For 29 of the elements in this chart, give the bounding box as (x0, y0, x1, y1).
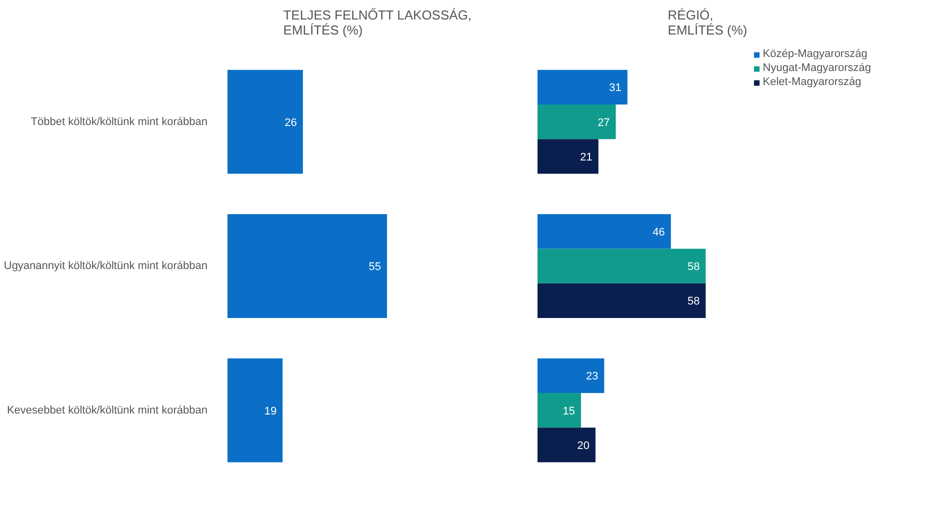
data-label: 31 (609, 82, 622, 94)
y-tick-label: Többet költök/költünk mint korábban (30, 116, 208, 128)
data-label: 26 (284, 116, 297, 129)
bar (538, 428, 596, 462)
legend-label: Közép-Magyarország (762, 48, 868, 60)
data-label: 55 (368, 261, 382, 274)
y-tick-label: Kevesebbet költök/költünk mint korábban (6, 404, 208, 416)
bar (538, 358, 604, 394)
legend-label: Nyugat-Magyarország (762, 62, 871, 74)
bar (538, 248, 706, 284)
bar (538, 283, 706, 318)
data-label: 23 (586, 370, 598, 383)
chart-title: RÉGIÓ, EMLÍTÉS (%) (668, 8, 748, 38)
data-label: 19 (264, 405, 277, 418)
bar (538, 139, 598, 174)
data-label: 21 (580, 151, 592, 164)
bar (538, 70, 628, 105)
y-tick-label: Ugyanannyit költök/költünk mint korábban (4, 260, 208, 272)
chart-title: TELJES FELNŐTT LAKOSSÁG, EMLÍTÉS (%) (283, 8, 472, 38)
bar (538, 104, 616, 140)
data-label: 27 (598, 116, 610, 129)
data-label: 15 (562, 405, 576, 418)
legend-label: Kelet-Magyarország (762, 76, 862, 88)
data-label: 46 (652, 226, 665, 238)
data-label: 58 (687, 296, 700, 308)
data-label: 58 (687, 261, 700, 274)
data-label: 20 (577, 440, 590, 452)
bar (538, 214, 671, 249)
bar (538, 393, 581, 428)
